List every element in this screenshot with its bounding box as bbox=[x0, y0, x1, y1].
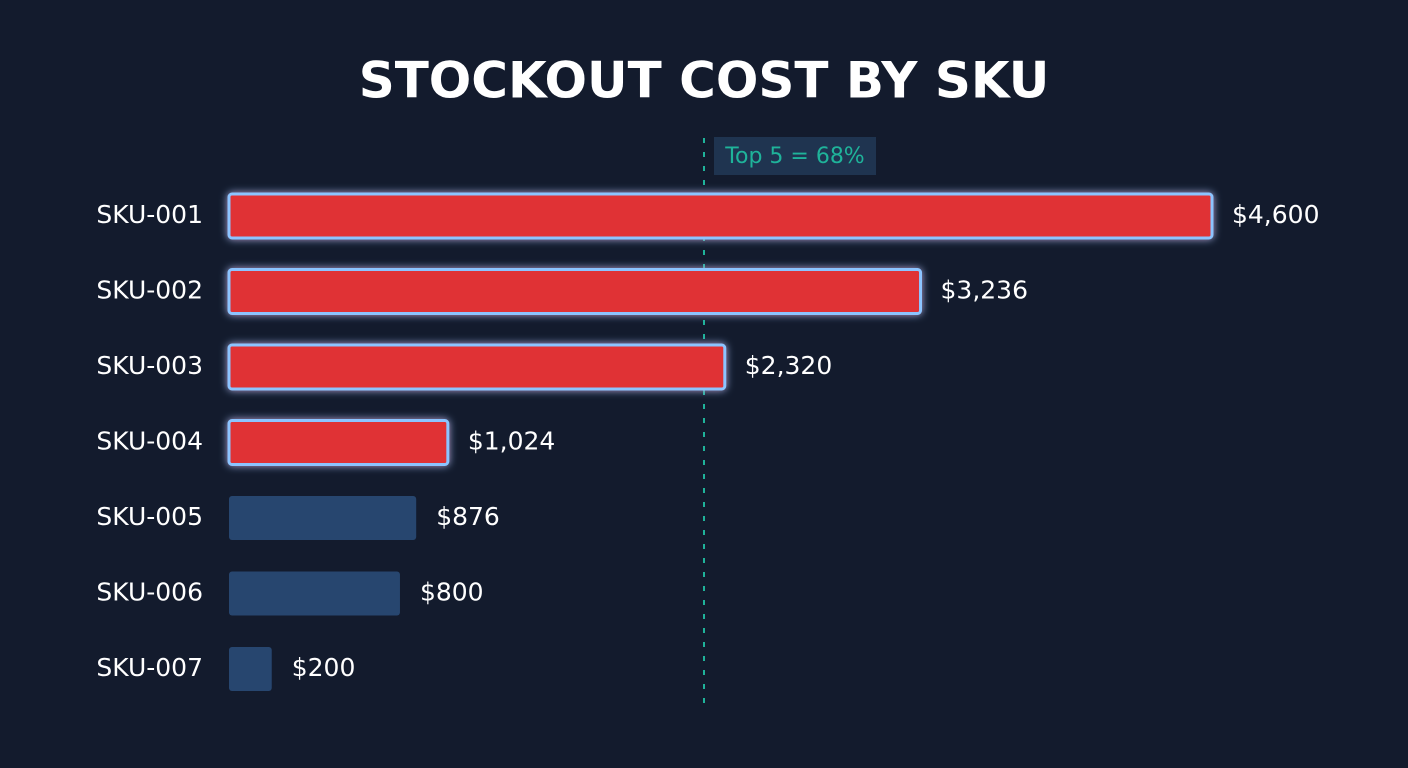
chart-title: STOCKOUT COST BY SKU bbox=[359, 52, 1050, 110]
value-label: $800 bbox=[420, 578, 484, 607]
y-tick-label: SKU-003 bbox=[96, 351, 203, 380]
y-tick-label: SKU-004 bbox=[96, 427, 203, 456]
annotation-box bbox=[714, 137, 876, 175]
bar bbox=[229, 496, 417, 540]
annotation: Top 5 = 68% bbox=[724, 144, 864, 169]
bar bbox=[227, 419, 450, 466]
y-tick-label: SKU-007 bbox=[96, 653, 203, 682]
value-label: $1,024 bbox=[468, 427, 555, 456]
bar bbox=[227, 192, 1214, 240]
bar bbox=[227, 268, 923, 315]
bar bbox=[229, 571, 400, 616]
y-tick-label: SKU-001 bbox=[96, 200, 203, 229]
value-label: $3,236 bbox=[941, 276, 1028, 305]
y-tick-label: SKU-006 bbox=[96, 578, 203, 607]
y-tick-label: SKU-005 bbox=[96, 502, 203, 531]
value-label: $876 bbox=[436, 502, 500, 531]
y-tick-label: SKU-002 bbox=[96, 276, 203, 305]
value-label: $200 bbox=[292, 653, 356, 682]
bar bbox=[229, 647, 272, 691]
value-label: $4,600 bbox=[1232, 200, 1319, 229]
bar bbox=[227, 343, 727, 391]
value-label: $2,320 bbox=[745, 351, 832, 380]
